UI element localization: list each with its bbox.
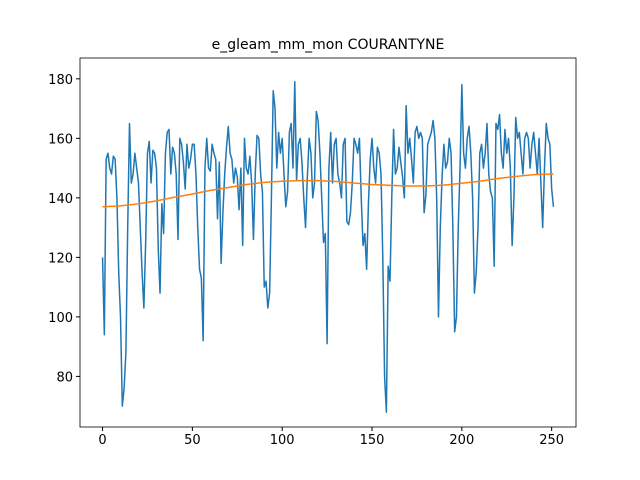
chart-title: e_gleam_mm_mon COURANTYNE <box>212 37 445 53</box>
y-tick-label: 180 <box>48 73 73 88</box>
plot-frame <box>79 57 577 428</box>
y-tick-label: 140 <box>48 192 73 207</box>
y-tick-label: 120 <box>48 251 73 266</box>
x-tick-label: 150 <box>360 433 385 448</box>
x-tick-label: 50 <box>184 433 201 448</box>
y-tick-label: 80 <box>56 370 73 385</box>
y-tick-label: 160 <box>48 132 73 147</box>
x-tick-label: 100 <box>270 433 295 448</box>
x-tick-label: 250 <box>539 433 564 448</box>
y-tick-label: 100 <box>48 311 73 326</box>
series-line <box>101 81 555 413</box>
x-tick-label: 0 <box>98 433 106 448</box>
x-tick-label: 200 <box>449 433 474 448</box>
series-line <box>102 173 554 208</box>
